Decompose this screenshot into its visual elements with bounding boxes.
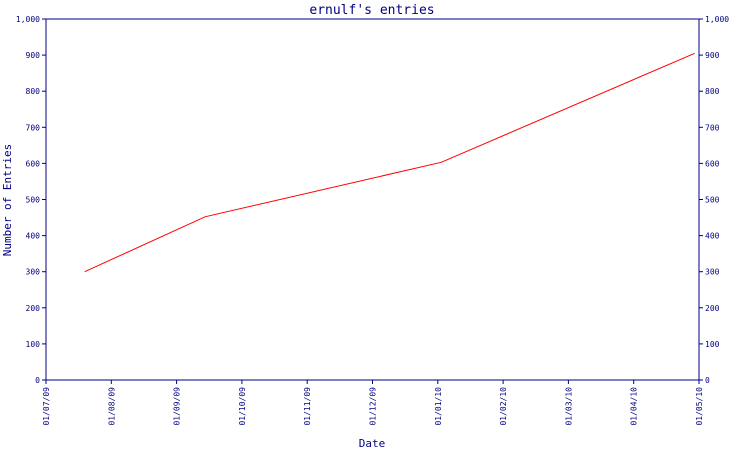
y-tick-label-left: 300: [26, 268, 41, 277]
series-layer: [84, 52, 695, 273]
y-tick-label-right: 400: [705, 232, 720, 241]
y-tick-label-left: 1,000: [16, 15, 40, 24]
y-tick-label-left: 100: [26, 340, 41, 349]
x-tick-label: 01/07/09: [42, 387, 51, 426]
y-tick-label-left: 500: [26, 196, 41, 205]
y-tick-label-right: 1,000: [705, 15, 729, 24]
y-tick-label-right: 100: [705, 340, 720, 349]
x-axis-label: Date: [359, 437, 386, 450]
x-tick-label: 01/05/10: [695, 387, 704, 426]
x-tick-label: 01/10/09: [238, 387, 247, 426]
series-line: [84, 52, 695, 273]
y-tick-label-right: 200: [705, 304, 720, 313]
y-tick-label-right: 900: [705, 51, 720, 60]
y-axis-label: Number of Entries: [1, 144, 14, 257]
x-tick-label: 01/12/09: [369, 387, 378, 426]
plot-area-frame: [45, 18, 700, 381]
y-tick-label-right: 800: [705, 87, 720, 96]
y-tick-label-left: 800: [26, 87, 41, 96]
axis-ticks: 0 0 100 100 200 200 300 300 400 400 500 500 600 600 70…: [16, 15, 729, 426]
y-tick-label-left: 400: [26, 232, 41, 241]
y-tick-label-right: 0: [705, 376, 710, 385]
x-tick-label: 01/01/10: [434, 387, 443, 426]
x-tick-label: 01/09/09: [173, 387, 182, 426]
x-tick-label: 01/02/10: [499, 387, 508, 426]
x-tick-label: 01/04/10: [630, 387, 639, 426]
y-tick-label-right: 300: [705, 268, 720, 277]
x-tick-label: 01/08/09: [107, 387, 116, 426]
y-tick-label-right: 600: [705, 159, 720, 168]
y-tick-label-right: 500: [705, 196, 720, 205]
x-tick-label: 01/11/09: [303, 387, 312, 426]
y-tick-label-left: 700: [26, 123, 41, 132]
y-tick-label-left: 0: [35, 376, 40, 385]
chart-title: ernulf's entries: [309, 3, 434, 18]
y-tick-label-left: 200: [26, 304, 41, 313]
y-tick-label-right: 700: [705, 123, 720, 132]
x-tick-label: 01/03/10: [564, 387, 573, 426]
y-tick-label-left: 600: [26, 159, 41, 168]
y-tick-label-left: 900: [26, 51, 41, 60]
